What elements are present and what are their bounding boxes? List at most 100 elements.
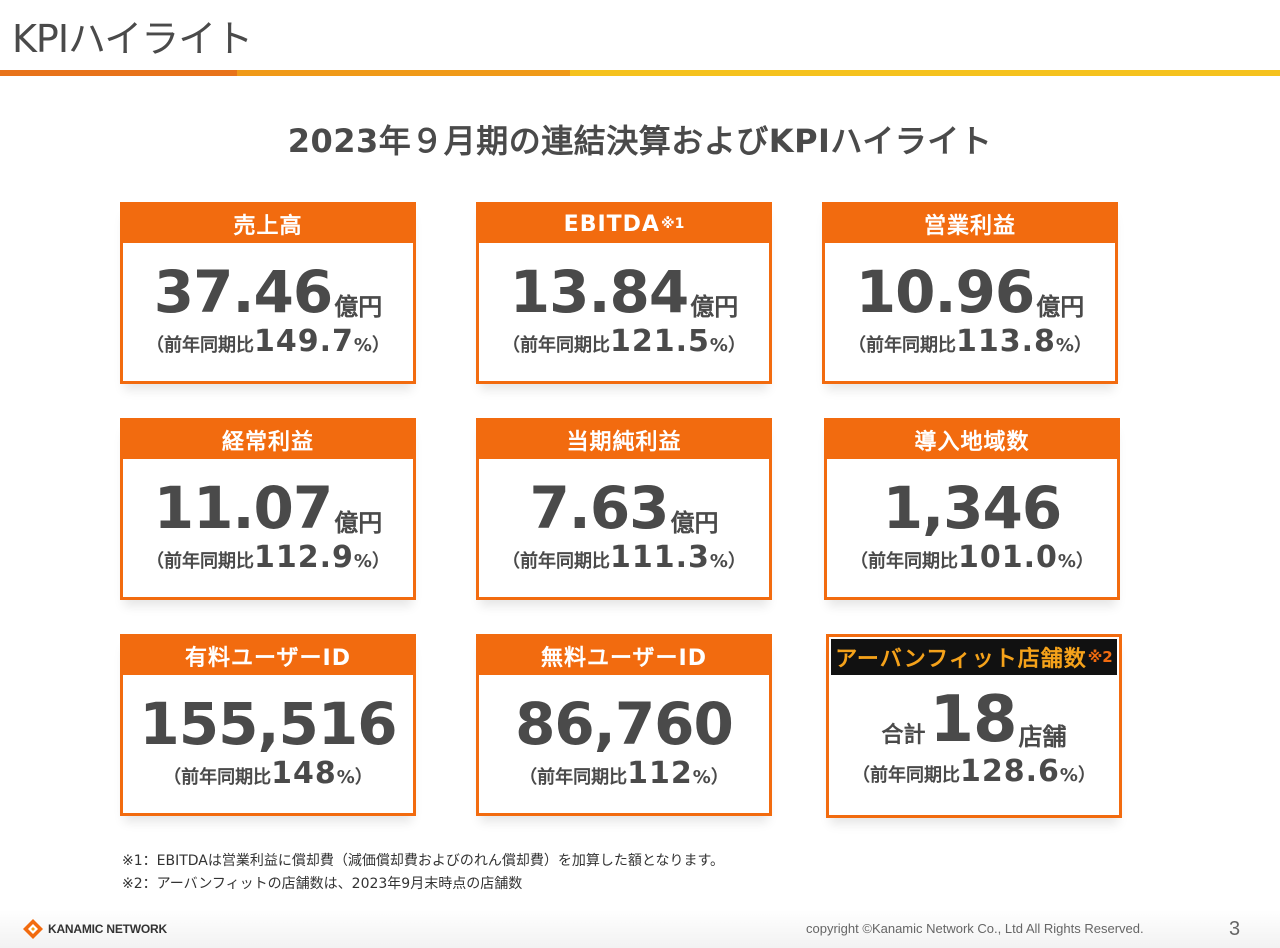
yoy-comparison: （前年同期比 113.8 %） bbox=[825, 327, 1115, 357]
footer-band bbox=[0, 910, 1280, 948]
card-label: 有料ユーザーID bbox=[184, 646, 351, 671]
page-title: KPIハイライト bbox=[12, 17, 253, 61]
value-unit: 億円 bbox=[670, 509, 719, 537]
card-header: 有料ユーザーID bbox=[123, 637, 413, 675]
card-label: 当期純利益 bbox=[566, 430, 682, 455]
page-number: 3 bbox=[1229, 918, 1241, 940]
yoy-value: 112.9 bbox=[254, 540, 354, 575]
yoy-suffix: %） bbox=[709, 551, 746, 572]
value-unit: 億円 bbox=[1036, 293, 1085, 321]
value-number: 18 bbox=[929, 683, 1017, 757]
yoy-suffix: %） bbox=[709, 335, 746, 356]
yoy-suffix: %） bbox=[1055, 335, 1092, 356]
kpi-card-revenue: 売上高 37.46 億円 （前年同期比 149.7 %） bbox=[120, 202, 416, 384]
card-footnote-mark: ※1 bbox=[660, 216, 685, 232]
kpi-card-net-income: 当期純利益 7.63 億円 （前年同期比 111.3 %） bbox=[476, 418, 772, 600]
card-label: 導入地域数 bbox=[914, 430, 1030, 455]
card-header: 導入地域数 bbox=[827, 421, 1117, 459]
card-label: 売上高 bbox=[233, 214, 303, 239]
card-value: 合計 18 店舗 bbox=[829, 683, 1119, 757]
kpi-card-urbanfit-stores: アーバンフィット店舗数 ※2 合計 18 店舗 （前年同期比 128.6 %） bbox=[826, 634, 1122, 818]
title-underline-bar bbox=[0, 70, 1280, 76]
yoy-comparison: （前年同期比 148 %） bbox=[123, 759, 413, 789]
yoy-value: 101.0 bbox=[958, 540, 1058, 575]
card-value: 7.63 億円 bbox=[479, 473, 769, 537]
card-header: 売上高 bbox=[123, 205, 413, 243]
yoy-label: （前年同期比 bbox=[502, 335, 611, 356]
card-value: 11.07 億円 bbox=[123, 473, 413, 537]
value-number: 13.84 bbox=[509, 258, 689, 326]
yoy-comparison: （前年同期比 101.0 %） bbox=[827, 543, 1117, 573]
company-logo: KANAMIC NETWORK bbox=[22, 918, 167, 940]
value-prefix: 合計 bbox=[881, 723, 926, 748]
yoy-label: （前年同期比 bbox=[146, 551, 255, 572]
value-number: 1,346 bbox=[882, 474, 1062, 542]
card-label: アーバンフィット店舗数 bbox=[835, 647, 1087, 672]
value-number: 11.07 bbox=[153, 474, 333, 542]
card-label: 経常利益 bbox=[221, 430, 314, 455]
yoy-suffix: %） bbox=[692, 767, 729, 788]
yoy-label: （前年同期比 bbox=[146, 335, 255, 356]
yoy-label: （前年同期比 bbox=[852, 765, 961, 786]
kpi-card-free-users: 無料ユーザーID 86,760 （前年同期比 112 %） bbox=[476, 634, 772, 816]
yoy-comparison: （前年同期比 121.5 %） bbox=[479, 327, 769, 357]
value-unit: 億円 bbox=[690, 293, 739, 321]
footnotes: ※1：EBITDAは営業利益に償却費（減価償却費およびのれん償却費）を加算した額… bbox=[122, 850, 724, 896]
footnote-1: ※1：EBITDAは営業利益に償却費（減価償却費およびのれん償却費）を加算した額… bbox=[122, 853, 725, 869]
yoy-suffix: %） bbox=[336, 767, 373, 788]
card-value: 86,760 bbox=[479, 689, 769, 753]
kanamic-logo-icon bbox=[23, 919, 43, 939]
footnote-2: ※2：アーバンフィットの店舗数は、2023年9月末時点の店舗数 bbox=[122, 876, 523, 892]
yoy-value: 113.8 bbox=[956, 324, 1056, 359]
yoy-comparison: （前年同期比 112.9 %） bbox=[123, 543, 413, 573]
card-header: 営業利益 bbox=[825, 205, 1115, 243]
card-value: 155,516 bbox=[123, 689, 413, 753]
card-header: EBITDA ※1 bbox=[479, 205, 769, 243]
yoy-suffix: %） bbox=[1059, 765, 1096, 786]
value-number: 37.46 bbox=[153, 258, 333, 326]
card-value: 1,346 bbox=[827, 473, 1117, 537]
card-header: 経常利益 bbox=[123, 421, 413, 459]
value-number: 86,760 bbox=[515, 690, 734, 758]
yoy-value: 148 bbox=[271, 756, 337, 791]
kpi-card-paid-users: 有料ユーザーID 155,516 （前年同期比 148 %） bbox=[120, 634, 416, 816]
card-header: 無料ユーザーID bbox=[479, 637, 769, 675]
card-value: 10.96 億円 bbox=[825, 257, 1115, 321]
kpi-card-operating-profit: 営業利益 10.96 億円 （前年同期比 113.8 %） bbox=[822, 202, 1118, 384]
yoy-value: 112 bbox=[627, 756, 693, 791]
yoy-value: 128.6 bbox=[960, 754, 1060, 789]
kpi-card-ebitda: EBITDA ※1 13.84 億円 （前年同期比 121.5 %） bbox=[476, 202, 772, 384]
card-footnote-mark: ※2 bbox=[1087, 648, 1113, 666]
yoy-value: 149.7 bbox=[254, 324, 354, 359]
card-label: EBITDA bbox=[563, 211, 660, 237]
yoy-suffix: %） bbox=[1057, 551, 1094, 572]
value-number: 7.63 bbox=[529, 474, 669, 542]
yoy-value: 111.3 bbox=[610, 540, 710, 575]
yoy-suffix: %） bbox=[353, 335, 390, 356]
yoy-comparison: （前年同期比 112 %） bbox=[479, 759, 769, 789]
yoy-comparison: （前年同期比 111.3 %） bbox=[479, 543, 769, 573]
card-label: 営業利益 bbox=[923, 214, 1016, 239]
kpi-card-ordinary-profit: 経常利益 11.07 億円 （前年同期比 112.9 %） bbox=[120, 418, 416, 600]
yoy-label: （前年同期比 bbox=[502, 551, 611, 572]
card-header: アーバンフィット店舗数 ※2 bbox=[831, 639, 1117, 675]
slide-headline: 2023年９月期の連結決算およびKPIハイライト bbox=[287, 122, 993, 160]
yoy-comparison: （前年同期比 149.7 %） bbox=[123, 327, 413, 357]
yoy-suffix: %） bbox=[353, 551, 390, 572]
card-value: 13.84 億円 bbox=[479, 257, 769, 321]
value-number: 10.96 bbox=[855, 258, 1035, 326]
card-value: 37.46 億円 bbox=[123, 257, 413, 321]
card-header: 当期純利益 bbox=[479, 421, 769, 459]
value-unit: 億円 bbox=[334, 293, 383, 321]
copyright-text: copyright ©Kanamic Network Co., Ltd All … bbox=[806, 921, 1144, 936]
yoy-label: （前年同期比 bbox=[848, 335, 957, 356]
logo-text: KANAMIC NETWORK bbox=[48, 922, 167, 936]
value-unit: 億円 bbox=[334, 509, 383, 537]
yoy-label: （前年同期比 bbox=[163, 767, 272, 788]
yoy-value: 121.5 bbox=[610, 324, 710, 359]
value-unit: 店舗 bbox=[1018, 723, 1067, 751]
kpi-card-regions: 導入地域数 1,346 （前年同期比 101.0 %） bbox=[824, 418, 1120, 600]
yoy-comparison: （前年同期比 128.6 %） bbox=[829, 757, 1119, 787]
yoy-label: （前年同期比 bbox=[519, 767, 628, 788]
yoy-label: （前年同期比 bbox=[850, 551, 959, 572]
